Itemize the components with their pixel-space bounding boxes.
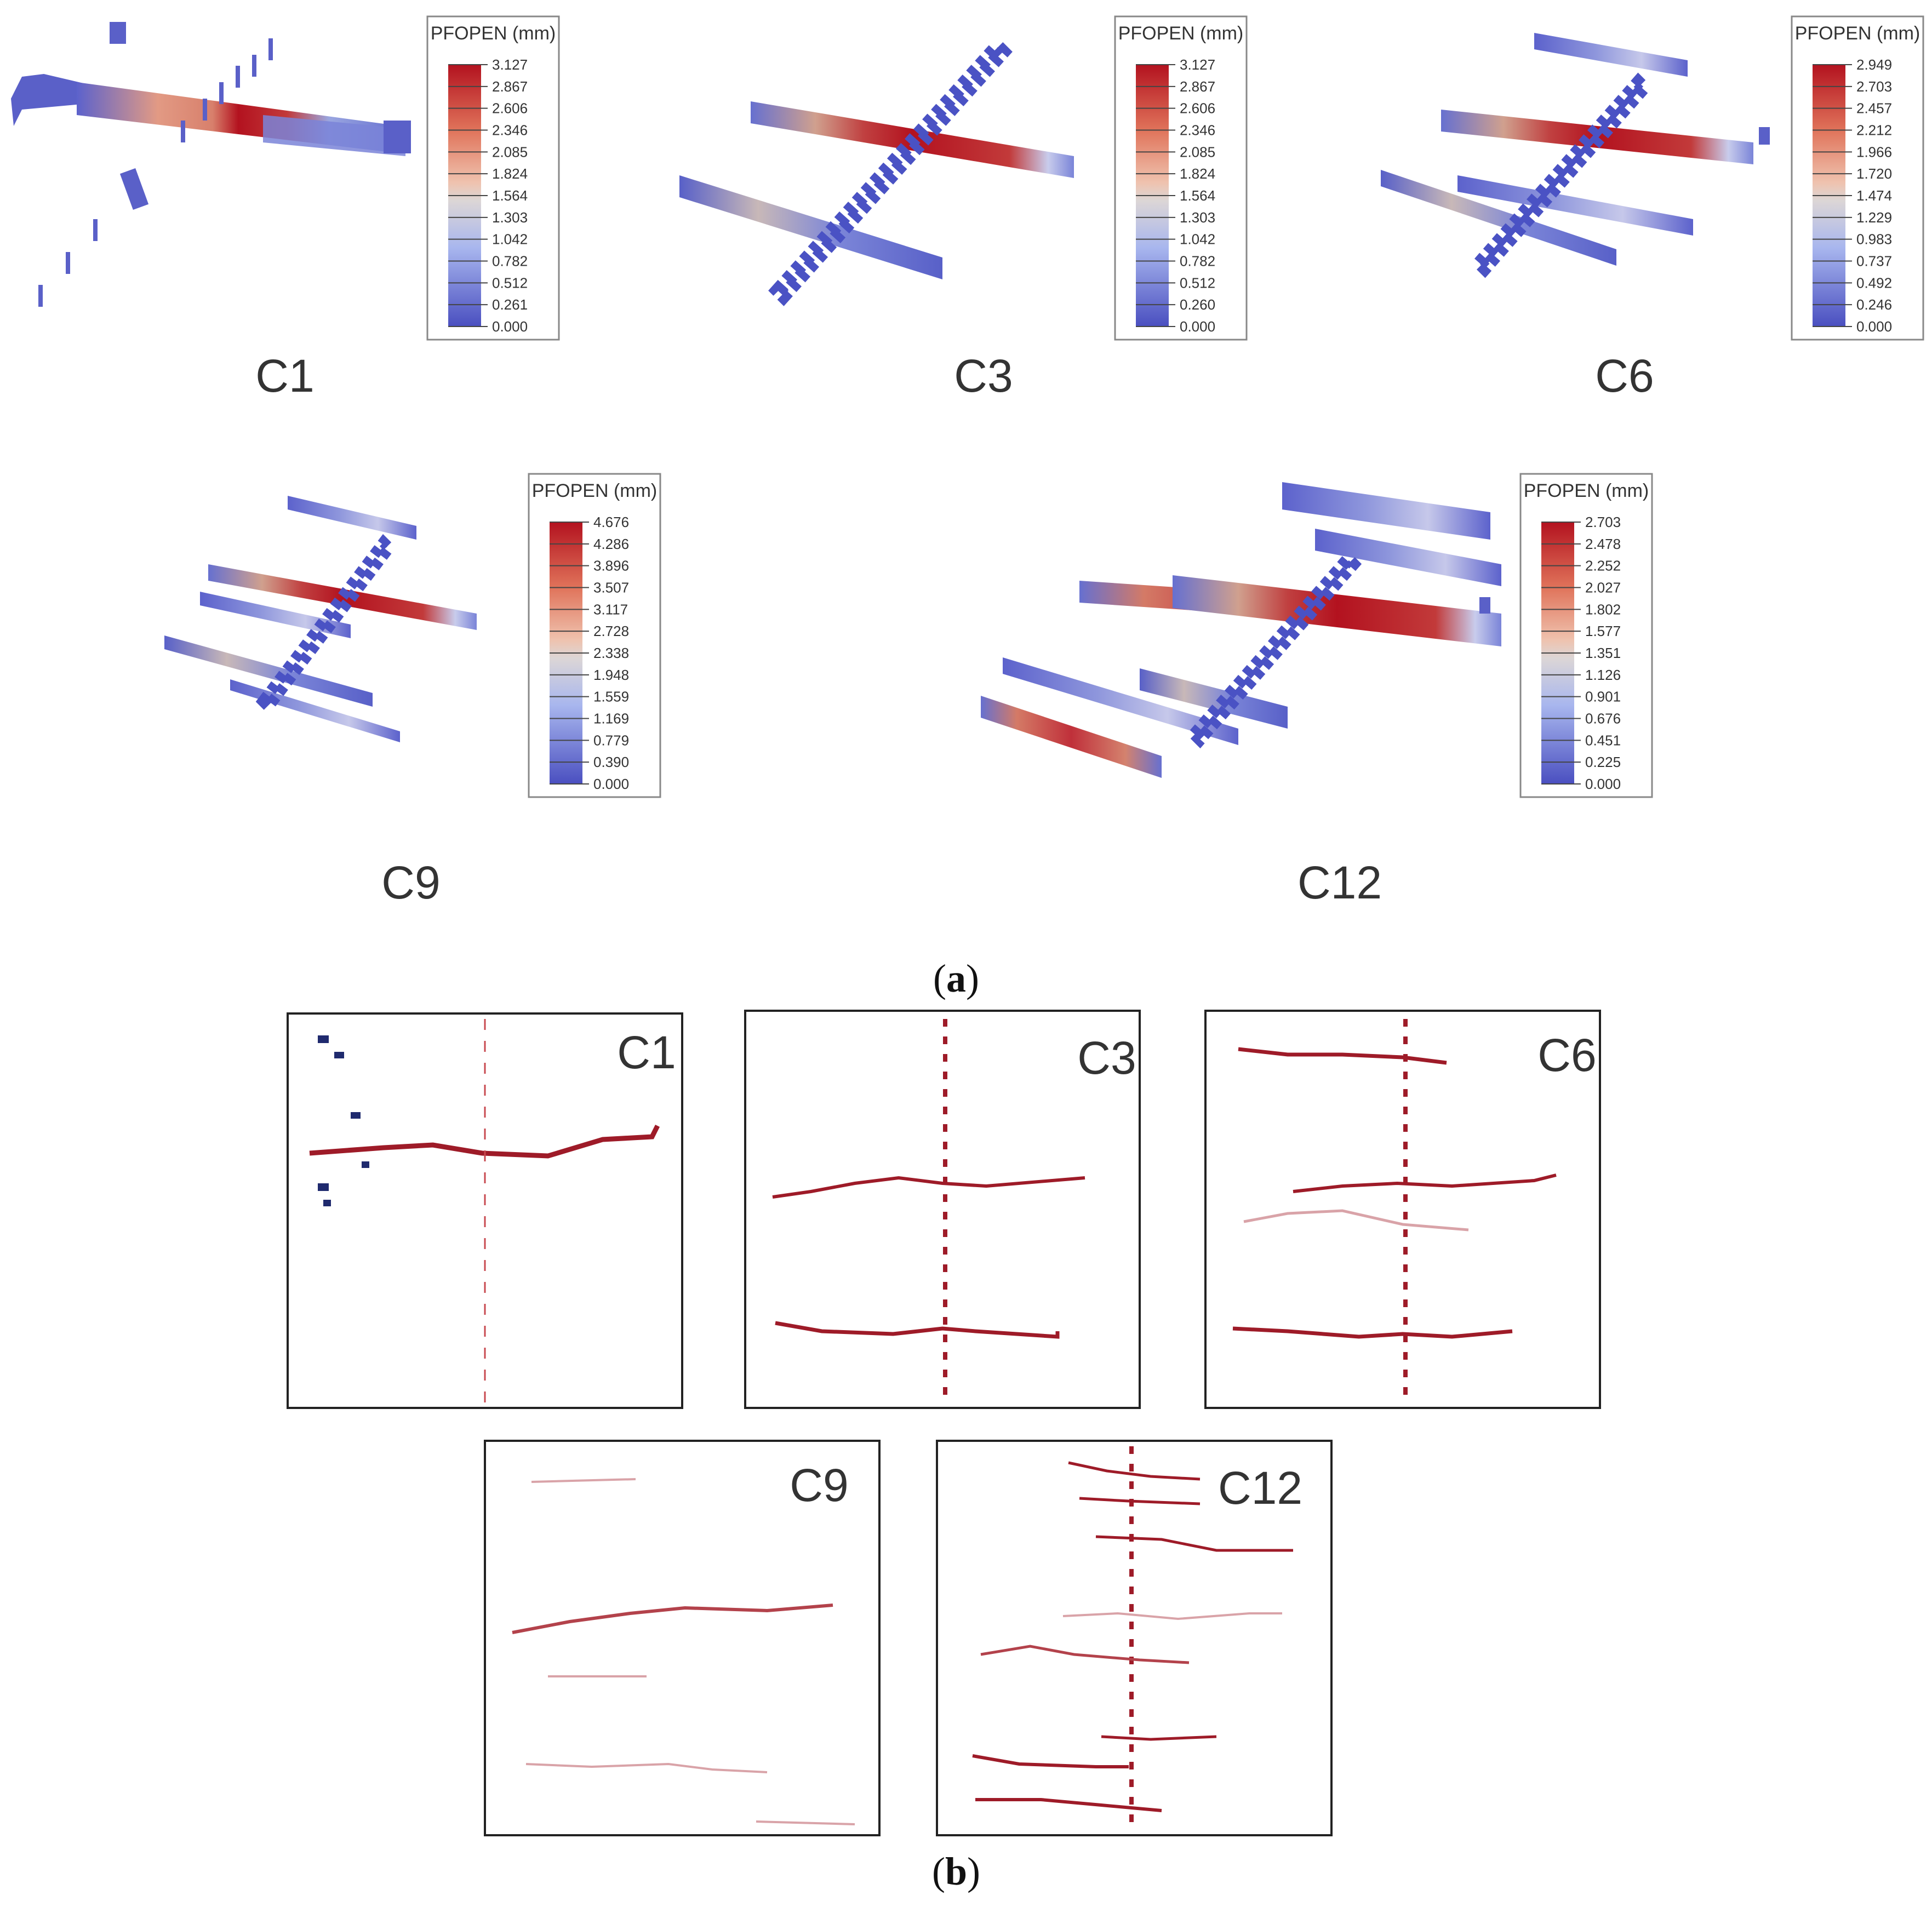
legend-tick-label: 1.351 (1585, 645, 1621, 661)
legend-tick-label: 2.085 (1180, 144, 1215, 160)
legend-tick-label: 2.703 (1856, 78, 1892, 95)
legend-tick-label: 0.492 (1856, 274, 1892, 291)
legend-tick-label: 0.261 (492, 296, 528, 313)
legend-tick-label: 0.000 (492, 318, 528, 335)
legend-tick-label: 2.346 (1180, 122, 1215, 139)
legend-tick-label: 4.676 (593, 514, 629, 530)
legend-tick-label: 0.512 (1180, 274, 1215, 291)
legend-tick-label: 0.779 (593, 732, 629, 748)
fracture-3d-plot-c6 (1381, 33, 1770, 278)
crack-map-panel-c3: C3 (744, 1010, 1141, 1409)
legend-tick-label: 0.225 (1585, 754, 1621, 770)
legend-tick-label: 0.000 (1180, 318, 1215, 335)
legend-title: PFOPEN (mm) (1118, 23, 1244, 44)
case-label-3d-c6: C6 (1595, 350, 1654, 402)
legend-tick-label: 0.000 (593, 776, 629, 792)
legend-tick-label: 0.676 (1585, 711, 1621, 727)
legend-tick-label: 2.027 (1585, 580, 1621, 596)
colorbar-legend-c12: PFOPEN (mm) 2.703 2.478 2.252 2.027 1.802 1.57… (1519, 473, 1653, 798)
legend-tick-label: 2.867 (1180, 78, 1215, 95)
legend-tick-label: 1.824 (492, 165, 528, 182)
legend-tick-label: 1.169 (593, 711, 629, 727)
legend-tick-label: 0.737 (1856, 253, 1892, 270)
legend-tick-label: 3.507 (593, 580, 629, 596)
legend-tick-label: 2.338 (593, 645, 629, 661)
legend-tick-label: 1.042 (1180, 231, 1215, 248)
legend-tick-label: 1.824 (1180, 165, 1215, 182)
crack-map-panel-c6: C6 (1204, 1010, 1601, 1409)
legend-tick-label: 0.983 (1856, 231, 1892, 248)
legend-tick-label: 0.000 (1585, 776, 1621, 792)
legend-title: PFOPEN (mm) (431, 23, 556, 44)
legend-tick-label: 1.126 (1585, 667, 1621, 683)
fracture-3d-plot-c3 (679, 36, 1074, 306)
colorbar-legend-c6: PFOPEN (mm) 2.949 2.703 2.457 2.212 1.966 1.72… (1791, 15, 1924, 341)
crack-map-panel-c12: C12 (936, 1440, 1333, 1836)
legend-tick-label: 3.117 (593, 601, 628, 617)
case-label-3d-c9: C9 (381, 857, 440, 908)
legend-tick-label: 2.346 (492, 122, 528, 139)
legend-tick-label: 2.252 (1585, 558, 1621, 574)
part-a-label: (a) (933, 957, 979, 1000)
legend-tick-label: 2.728 (593, 623, 629, 639)
legend-tick-label: 0.451 (1585, 732, 1621, 748)
crack-map-label-c3: C3 (1077, 1032, 1136, 1084)
legend-tick-label: 1.303 (1180, 209, 1215, 226)
fracture-3d-plot-c12 (981, 482, 1501, 778)
legend-tick-label: 1.474 (1856, 187, 1892, 204)
legend-tick-label: 0.246 (1856, 296, 1892, 313)
legend-tick-label: 1.229 (1856, 209, 1892, 226)
legend-tick-label: 1.802 (1585, 601, 1621, 617)
legend-tick-label: 4.286 (593, 536, 629, 552)
legend-tick-label: 3.127 (492, 56, 528, 73)
fracture-3d-plot-c9 (164, 496, 477, 742)
legend-tick-label: 1.966 (1856, 144, 1892, 160)
legend-tick-label: 0.782 (1180, 253, 1215, 270)
legend-tick-label: 3.896 (593, 558, 629, 574)
crack-map-label-c1: C1 (617, 1027, 676, 1078)
legend-tick-label: 0.512 (492, 274, 528, 291)
legend-tick-label: 1.720 (1856, 165, 1892, 182)
legend-tick-label: 1.042 (492, 231, 528, 248)
case-label-3d-c1: C1 (255, 350, 314, 402)
legend-tick-label: 2.212 (1856, 122, 1892, 139)
legend-tick-label: 0.390 (593, 754, 629, 770)
legend-title: PFOPEN (mm) (532, 480, 658, 501)
legend-tick-label: 2.703 (1585, 514, 1621, 530)
colorbar-legend-c3: PFOPEN (mm) 3.127 2.867 2.606 2.346 2.085 1.82… (1114, 15, 1248, 341)
legend-tick-label: 2.949 (1856, 56, 1892, 73)
crack-map-panel-c1: C1 (287, 1012, 683, 1409)
colorbar-legend-c9: PFOPEN (mm) 4.676 4.286 3.896 3.507 3.117 2.72… (528, 473, 661, 798)
legend-tick-label: 1.948 (593, 667, 629, 683)
crack-map-label-c6: C6 (1537, 1029, 1596, 1081)
legend-tick-label: 1.559 (593, 689, 629, 705)
case-label-3d-c12: C12 (1297, 857, 1382, 908)
legend-tick-label: 2.867 (492, 78, 528, 95)
colorbar-legend-c1: PFOPEN (mm) 3.127 2.867 2.606 2.346 2.085 1.82… (426, 15, 560, 341)
crack-map-label-c9: C9 (790, 1459, 848, 1511)
fracture-3d-plot-c1 (11, 22, 411, 307)
case-label-3d-c3: C3 (954, 350, 1013, 402)
legend-tick-label: 2.606 (1180, 100, 1215, 117)
legend-tick-label: 2.478 (1585, 536, 1621, 552)
crack-map-panel-c9: C9 (484, 1440, 881, 1836)
legend-tick-label: 2.606 (492, 100, 528, 117)
crack-map-label-c12: C12 (1218, 1462, 1302, 1514)
legend-tick-label: 1.564 (492, 187, 528, 204)
legend-tick-label: 3.127 (1180, 56, 1215, 73)
legend-tick-label: 0.901 (1585, 689, 1621, 705)
legend-tick-label: 1.303 (492, 209, 528, 226)
legend-tick-label: 1.564 (1180, 187, 1215, 204)
legend-tick-label: 1.577 (1585, 623, 1621, 639)
legend-tick-label: 2.457 (1856, 100, 1892, 117)
legend-tick-label: 2.085 (492, 144, 528, 160)
legend-title: PFOPEN (mm) (1524, 480, 1649, 501)
legend-title: PFOPEN (mm) (1795, 23, 1920, 44)
part-b-label: (b) (932, 1849, 980, 1893)
legend-tick-label: 0.782 (492, 253, 528, 270)
legend-tick-label: 0.000 (1856, 318, 1892, 335)
legend-tick-label: 0.260 (1180, 296, 1215, 313)
